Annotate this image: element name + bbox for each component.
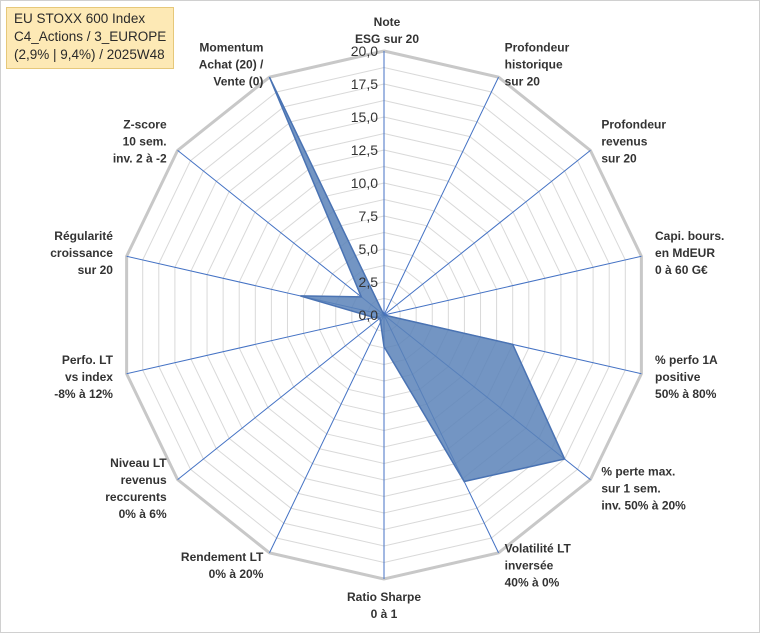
radar-tick-label: 0,0 bbox=[359, 307, 379, 323]
radar-spoke bbox=[269, 314, 385, 554]
radar-tick-labels: 0,0 2,5 5,0 7,5 10,0 12,5 15,0 17,5 20,0 bbox=[351, 43, 378, 323]
radar-axis-labels: Note ESG sur 20 Profondeur historique sur 20… bbox=[50, 15, 724, 621]
radar-spoke bbox=[177, 314, 385, 480]
title-line-3: (2,9% | 9,4%) / 2025W48 bbox=[14, 47, 165, 62]
radar-tick-label: 7,5 bbox=[359, 208, 379, 224]
radar-series-area bbox=[268, 76, 566, 483]
radar-axis-label: Régularité croissance sur 20 bbox=[50, 229, 113, 277]
radar-axis-label: Ratio Sharpe 0 à 1 bbox=[347, 590, 421, 621]
radar-tick-label: 17,5 bbox=[351, 76, 378, 92]
radar-axis-label: Niveau LT revenus reccurents 0% à 6% bbox=[105, 456, 167, 521]
chart-title-box: EU STOXX 600 Index C4_Actions / 3_EUROPE… bbox=[6, 7, 174, 69]
title-line-1: EU STOXX 600 Index bbox=[14, 11, 146, 26]
radar-axis-label: Z-score 10 sem. inv. 2 à -2 bbox=[113, 118, 167, 166]
title-line-2: C4_Actions / 3_EUROPE bbox=[14, 29, 167, 44]
radar-axis-label: Volatilité LT inversée 40% à 0% bbox=[505, 541, 572, 589]
radar-tick-label: 2,5 bbox=[359, 274, 379, 290]
radar-spoke bbox=[126, 314, 385, 375]
radar-axis-label: Momentum Achat (20) / Vente (0) bbox=[199, 41, 264, 89]
radar-spoke bbox=[383, 150, 591, 316]
radar-axis-label: Note ESG sur 20 bbox=[355, 15, 419, 46]
radar-tick-label: 12,5 bbox=[351, 142, 378, 158]
radar-axis-label: % perte max. sur 1 sem. inv. 50% à 20% bbox=[601, 464, 686, 512]
radar-tick-label: 10,0 bbox=[351, 175, 378, 191]
radar-spoke bbox=[383, 76, 499, 316]
radar-tick-label: 15,0 bbox=[351, 109, 378, 125]
radar-axis-label: Rendement LT 0% à 20% bbox=[181, 550, 264, 581]
radar-axis-label: Perfo. LT vs index -8% à 12% bbox=[54, 353, 113, 401]
radar-tick-label: 20,0 bbox=[351, 43, 378, 59]
radar-axis-label: Profondeur revenus sur 20 bbox=[601, 118, 666, 166]
radar-spoke bbox=[383, 255, 642, 316]
radar-axis-label: Profondeur historique sur 20 bbox=[505, 41, 570, 89]
radar-tick-label: 5,0 bbox=[359, 241, 379, 257]
radar-axis-label: Capi. bours. en MdEUR 0 à 60 G€ bbox=[655, 229, 724, 277]
radar-spoke bbox=[177, 150, 385, 316]
radar-axis-label: % perfo 1A positive 50% à 80% bbox=[655, 353, 718, 401]
